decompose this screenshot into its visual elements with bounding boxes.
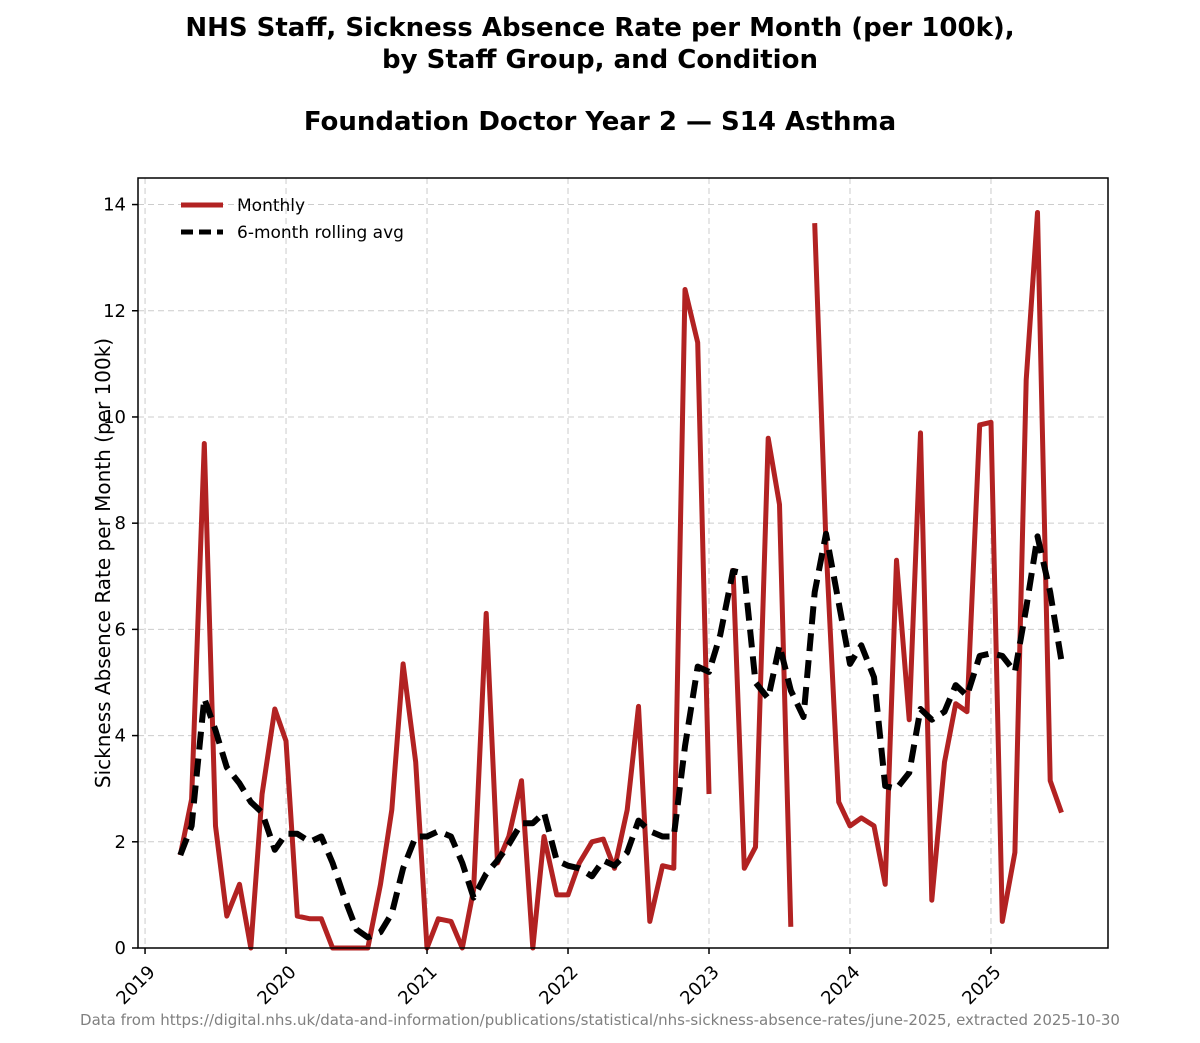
series-line-monthly [812,210,1064,924]
y-tick-label: 4 [115,726,126,747]
series-line-monthly [730,435,794,927]
y-tick-label: 6 [115,619,126,640]
grid [138,178,1108,949]
y-tick-label: 12 [103,301,126,322]
x-tick-label: 2021 [394,962,441,1009]
y-axis-label: Sickness Absence Rate per Month (per 100… [91,338,115,788]
x-tick-label: 2025 [958,962,1005,1009]
x-tick-label: 2020 [253,962,300,1009]
series-group [177,210,1065,951]
chart-title-line-1: NHS Staff, Sickness Absence Rate per Mon… [185,13,1014,43]
series-line-monthly [177,287,712,951]
legend-label-rolling-avg: 6-month rolling avg [237,223,404,243]
y-tick-label: 2 [115,832,126,853]
y-tick-label: 14 [103,195,126,216]
legend: Monthly 6-month rolling avg [181,196,404,243]
legend-label-monthly: Monthly [237,196,305,216]
plot-area-frame [137,177,1109,949]
x-tick-label: 2023 [676,962,723,1009]
y-tick-label: 10 [103,407,126,428]
y-tick-label: 0 [115,938,126,959]
source-note: Data from https://digital.nhs.uk/data-an… [80,1011,1120,1029]
chart-subtitle: Foundation Doctor Year 2 — S14 Asthma [304,107,896,137]
chart-title-line-2: by Staff Group, and Condition [382,45,818,75]
x-tick-label: 2019 [112,962,159,1009]
x-tick-label: 2022 [535,962,582,1009]
y-tick-label: 8 [115,513,126,534]
x-tick-label: 2024 [817,962,864,1009]
